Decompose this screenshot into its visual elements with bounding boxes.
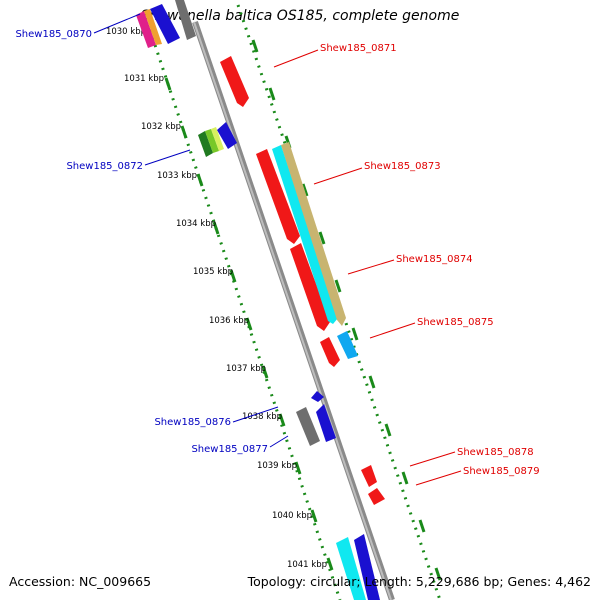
- gene-label-shew185-0879: Shew185_0879: [463, 466, 540, 477]
- kbp-label: 1041 kbp: [287, 560, 327, 570]
- kbp-label: 1031 kbp: [124, 74, 164, 84]
- gene-upstream-gray: [175, 0, 196, 40]
- gene-shew185-0873-tan: [281, 142, 346, 326]
- gene-shew185-0878: [361, 465, 377, 487]
- plus-strand-genes: [220, 56, 385, 505]
- gene-label-shew185-0872: Shew185_0872: [66, 161, 143, 172]
- kbp-label: 1033 kbp: [157, 171, 197, 181]
- kbp-label: 1039 kbp: [257, 461, 297, 471]
- gene-label-shew185-0874: Shew185_0874: [396, 254, 473, 265]
- gene-shew185-0870-orange: [144, 9, 162, 45]
- gene-shew185-0871: [220, 56, 249, 107]
- gene-shew185-0874-red: [290, 243, 330, 331]
- outer-dotted-track: [236, 4, 442, 600]
- gene-1041-cyan: [336, 537, 366, 600]
- gene-shew185-0877: [316, 404, 336, 442]
- kbp-label: 1036 kbp: [209, 316, 249, 326]
- gene-label-shew185-0873: Shew185_0873: [364, 161, 441, 172]
- inner-track-ticks: [164, 77, 334, 571]
- minus-strand-genes: [136, 0, 380, 600]
- kbp-label: 1032 kbp: [141, 122, 181, 132]
- gene-label-shew185-0871: Shew185_0871: [320, 43, 397, 54]
- gene-shew185-0870-magenta: [136, 11, 156, 48]
- genome-backbone-highlight: [193, 21, 392, 600]
- gene-shew185-0876-small: [311, 391, 324, 402]
- gene-label-shew185-0870: Shew185_0870: [15, 29, 92, 40]
- gene-shew185-0875-cyan: [337, 331, 358, 359]
- kbp-label: 1040 kbp: [272, 511, 312, 521]
- gene-shew185-0870: [150, 4, 180, 44]
- gene-shew185-0872-lime: [211, 127, 224, 151]
- label-leader-lines: [93, 13, 462, 486]
- kbp-label: 1035 kbp: [193, 267, 233, 277]
- gene-shew185-0876: [296, 407, 320, 446]
- gene-labels: Shew185_0870 Shew185_0871 Shew185_0872 S…: [15, 29, 539, 477]
- kbp-label: 1038 kbp: [242, 412, 282, 422]
- gene-label-shew185-0878: Shew185_0878: [457, 447, 534, 458]
- gene-shew185-0873-red: [256, 149, 300, 244]
- gene-shew185-0872-dark-green: [198, 131, 213, 157]
- kbp-label: 1030 kbp: [106, 27, 146, 37]
- gene-shew185-0873-cyan: [272, 145, 338, 324]
- gene-shew185-0879: [368, 488, 385, 505]
- gene-label-shew185-0876: Shew185_0876: [154, 417, 231, 428]
- map-title: Shewanella baltica OS185, complete genom…: [140, 8, 460, 24]
- gene-label-shew185-0877: Shew185_0877: [191, 444, 268, 455]
- outer-track-ticks: [251, 39, 442, 581]
- kbp-label: 1037 kbp: [226, 364, 266, 374]
- kbp-label: 1034 kbp: [176, 219, 216, 229]
- accession-label: Accession: NC_009665: [9, 574, 152, 589]
- gene-label-shew185-0875: Shew185_0875: [417, 317, 494, 328]
- kbp-labels: 1030 kbp 1031 kbp 1032 kbp 1033 kbp 1034…: [106, 27, 327, 570]
- gene-shew185-0872-green: [205, 129, 219, 153]
- gene-shew185-0872: [217, 122, 237, 149]
- gene-shew185-0875-red: [320, 337, 340, 367]
- topology-label: Topology: circular; Length: 5,229,686 bp…: [247, 574, 591, 589]
- gene-1041-blue: [354, 534, 380, 600]
